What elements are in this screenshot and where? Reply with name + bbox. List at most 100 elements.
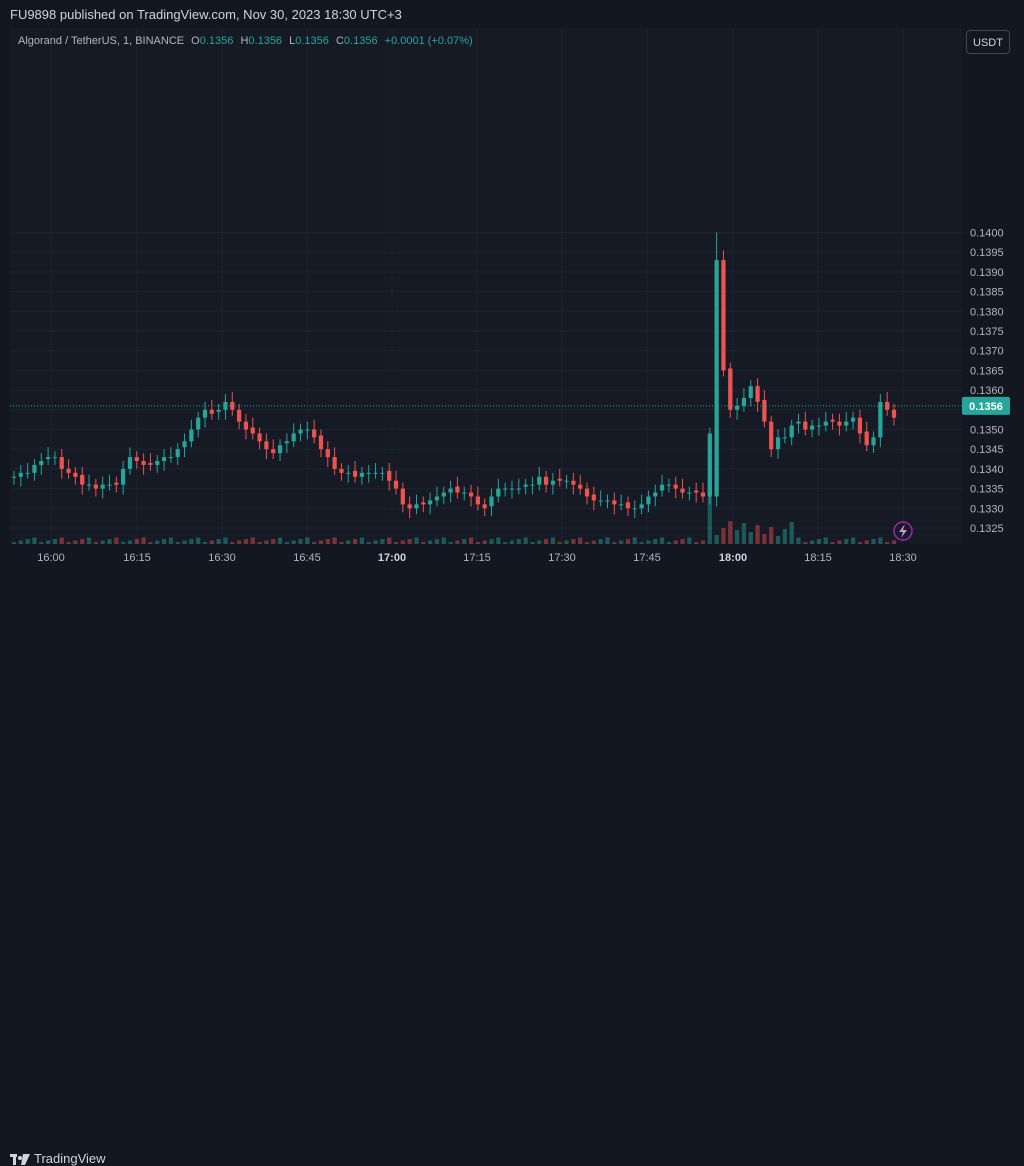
candle-body xyxy=(844,421,849,426)
candle-body xyxy=(864,431,869,446)
volume-bar xyxy=(475,542,480,544)
volume-bar xyxy=(230,542,235,544)
candle-body xyxy=(373,472,378,474)
candle-body xyxy=(516,488,521,490)
volume-bar xyxy=(121,542,126,544)
volume-bar xyxy=(428,540,433,544)
candle-body xyxy=(578,484,583,489)
volume-bar xyxy=(346,540,351,544)
candle-body xyxy=(850,417,856,422)
volume-bar xyxy=(393,542,399,544)
volume-bar xyxy=(489,539,494,544)
candle-body xyxy=(155,461,160,465)
volume-bar xyxy=(277,537,283,544)
volume-bar xyxy=(448,542,453,544)
volume-bar xyxy=(127,540,133,544)
volume-bar xyxy=(434,539,440,544)
price-tick-label: 0.1400 xyxy=(970,228,1004,240)
candle-body xyxy=(714,260,719,497)
candle-body xyxy=(891,409,897,418)
candle-body xyxy=(475,496,480,505)
candle-body xyxy=(619,504,624,506)
candle-body xyxy=(366,472,371,474)
volume-bar xyxy=(523,537,528,544)
candle-body xyxy=(25,472,30,474)
volume-bar xyxy=(625,539,631,544)
volume-bar xyxy=(775,536,781,544)
candle-body xyxy=(775,437,781,450)
candle-body xyxy=(107,484,112,486)
candle-body xyxy=(694,490,699,493)
top-bar: FU9898 published on TradingView.com, Nov… xyxy=(0,0,1024,28)
volume-bar xyxy=(496,537,501,544)
candle-body xyxy=(209,409,214,414)
volume-bar xyxy=(400,540,405,544)
candlestick-chart[interactable]: 0.1325 0.1330 0.1335 0.1340 0.1345 0.1350 0.13… xyxy=(0,0,1024,604)
candles xyxy=(11,232,897,519)
candle-body xyxy=(639,504,644,509)
volume-bar xyxy=(25,539,30,544)
volume-bar xyxy=(175,542,180,544)
candle-body xyxy=(318,435,324,450)
volume-bar xyxy=(196,537,201,544)
volume-bars xyxy=(11,482,897,544)
price-tick-label: 0.1340 xyxy=(970,464,1004,476)
volume-bar xyxy=(407,539,412,544)
volume-bar xyxy=(891,540,897,544)
volume-bar xyxy=(462,539,467,544)
volume-bar xyxy=(216,539,221,544)
volume-bar xyxy=(182,540,187,544)
volume-bar xyxy=(168,537,174,544)
volume-bar xyxy=(557,542,562,544)
candle-body xyxy=(66,468,71,473)
volume-bar xyxy=(769,527,774,544)
volume-bar xyxy=(332,537,337,544)
volume-bar xyxy=(114,537,119,544)
candle-body xyxy=(196,417,201,430)
volume-bar xyxy=(687,537,692,544)
candle-body xyxy=(393,480,399,489)
low-value: 0.1356 xyxy=(295,35,329,47)
candle-body xyxy=(455,486,460,493)
candle-body xyxy=(748,386,753,398)
candle-body xyxy=(700,492,706,497)
candle-body xyxy=(250,427,255,434)
last-price-tag xyxy=(962,396,1010,415)
candle-body xyxy=(769,421,774,450)
volume-bar xyxy=(202,542,208,544)
volume-bar xyxy=(728,521,733,544)
time-tick-label: 17:45 xyxy=(633,552,661,564)
price-tick-label: 0.1380 xyxy=(970,306,1004,318)
volume-bar xyxy=(441,537,446,544)
tradingview-logo[interactable]: TradingView xyxy=(10,1151,106,1166)
candle-body xyxy=(202,409,208,418)
candle-body xyxy=(496,488,501,497)
volume-bar xyxy=(189,539,194,544)
volume-bar xyxy=(864,540,869,544)
currency-button[interactable]: USDT xyxy=(966,30,1010,54)
candle-body xyxy=(823,421,828,426)
candle-body xyxy=(264,441,269,450)
candle-body xyxy=(257,433,262,442)
tradingview-brand: TradingView xyxy=(34,1151,106,1166)
volume-bar xyxy=(741,523,747,544)
volume-bar xyxy=(421,542,426,544)
price-tick-label: 0.1345 xyxy=(970,444,1004,456)
price-tick-label: 0.1325 xyxy=(970,523,1004,535)
candle-body xyxy=(434,496,440,501)
price-tick-label: 0.1330 xyxy=(970,503,1004,515)
volume-bar xyxy=(543,539,549,544)
candle-body xyxy=(741,397,747,406)
candle-body xyxy=(653,492,658,497)
price-tick-label: 0.1390 xyxy=(970,267,1004,279)
symbol-legend: Algorand / TetherUS, 1, BINANCE O0.1356 … xyxy=(18,35,473,47)
volume-bar xyxy=(100,540,105,544)
volume-bar xyxy=(32,537,37,544)
lightning-icon[interactable] xyxy=(893,521,913,541)
candle-body xyxy=(121,468,126,485)
volume-bar xyxy=(482,540,487,544)
chart-area[interactable] xyxy=(10,28,962,544)
candle-body xyxy=(243,421,249,430)
candle-body xyxy=(782,437,787,439)
volume-bar xyxy=(141,537,146,544)
